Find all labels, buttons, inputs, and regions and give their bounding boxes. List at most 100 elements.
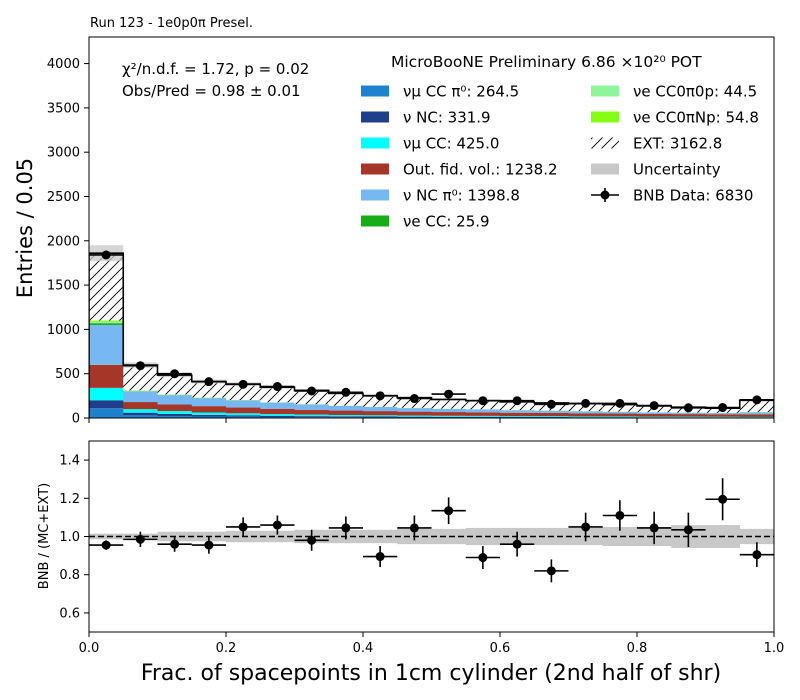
bar (328, 416, 364, 418)
ratio-band-bin (260, 530, 295, 543)
bar (294, 409, 330, 415)
bar (465, 416, 501, 418)
bar (671, 414, 706, 417)
bar (226, 416, 261, 418)
bar (157, 416, 193, 418)
x-tick-label: 0.2 (216, 641, 237, 656)
bar (534, 417, 569, 418)
legend-data-marker (600, 190, 610, 200)
bar (191, 416, 227, 418)
bar (500, 412, 535, 417)
bar (568, 417, 604, 418)
bar (294, 416, 330, 418)
bar (363, 411, 398, 416)
bar (89, 387, 124, 401)
bar (89, 323, 124, 325)
data-point (683, 403, 693, 413)
legend-swatch (361, 189, 389, 201)
bar (397, 411, 432, 416)
legend-swatch (361, 163, 389, 175)
bar (739, 416, 774, 418)
ratio-point (683, 525, 693, 535)
legend-label: νe CC0πNp: 54.8 (633, 109, 759, 127)
bar (568, 411, 604, 414)
ratio-band-bin (431, 528, 467, 545)
y-tick-label: 4000 (47, 57, 80, 72)
bar (260, 402, 295, 409)
main-y-axis: 0 500 1000 1500 2000 2500 3000 3500 4000 (47, 57, 89, 427)
bar (671, 412, 706, 415)
legend-swatch (591, 111, 619, 123)
y-tick-label: 500 (55, 367, 80, 382)
data-point (375, 391, 385, 401)
ratio-point (204, 540, 214, 550)
bar (500, 417, 535, 418)
bar (568, 416, 604, 418)
x-tick-label: 0.8 (627, 641, 648, 656)
chi2-text: χ²/n.d.f. = 1.72, p = 0.02 (122, 60, 309, 78)
bar (89, 321, 124, 324)
bar-hatch (602, 404, 637, 412)
bar (191, 398, 227, 407)
ratio-point (478, 553, 488, 563)
bar-hatch (157, 375, 192, 395)
stacked-histogram (89, 245, 774, 418)
ratio-point (341, 523, 351, 533)
y-tick-label: 0 (72, 412, 80, 427)
series-5 (89, 323, 774, 413)
legend-title: MicroBooNE Preliminary 6.86 ×10²⁰ POT (391, 53, 702, 71)
bar (89, 324, 124, 365)
bar (637, 416, 672, 418)
bar (123, 402, 158, 410)
legend-entry: ν NC: 331.9 (361, 109, 491, 127)
ratio-y-axis-label: BNB / (MC+EXT) (37, 483, 52, 589)
bar-hatch (294, 390, 329, 405)
ratio-point (272, 520, 282, 530)
ratio-point (375, 552, 385, 562)
bar (226, 407, 261, 414)
bar (363, 407, 398, 412)
bar (157, 395, 193, 405)
legend: νμ CC π⁰: 264.5 ν NC: 331.9 νμ CC: 425.0 Ou… (361, 83, 759, 231)
bar (260, 408, 295, 415)
data-point (615, 398, 625, 408)
data-point (170, 369, 180, 379)
series-8 (89, 253, 774, 413)
bar (226, 415, 261, 417)
bar (534, 410, 569, 413)
data-point (752, 395, 762, 405)
ratio-y-tick-label: 1.2 (59, 492, 80, 507)
bar (397, 415, 432, 417)
series-7 (89, 320, 774, 414)
series-6 (89, 321, 774, 413)
data-point (546, 399, 556, 409)
ratio-point (409, 523, 419, 533)
ratio-point (512, 539, 522, 549)
series-2 (89, 387, 774, 418)
bar (328, 414, 364, 417)
data-point (307, 386, 317, 396)
data-point (718, 403, 728, 413)
ratio-y-tick-label: 1.0 (59, 530, 80, 545)
bar-hatch (226, 384, 261, 401)
bar-hatch (363, 395, 398, 407)
data-point (649, 401, 659, 411)
legend-label: ν NC π⁰: 1398.8 (403, 187, 520, 205)
legend-label: BNB Data: 6830 (633, 187, 753, 205)
legend-swatch (591, 137, 619, 149)
bar (123, 415, 158, 418)
bar-hatch (191, 381, 226, 398)
legend-entry: νe CC0π0p: 44.5 (591, 83, 757, 101)
bar (705, 413, 741, 415)
bar (534, 412, 569, 417)
run-label: Run 123 - 1e0p0π Presel. (90, 16, 253, 31)
bar (294, 414, 330, 417)
legend-label: ν NC: 331.9 (403, 109, 491, 127)
bar (739, 414, 774, 417)
x-tick-label: 0.0 (79, 641, 100, 656)
bar-hatch (739, 400, 774, 413)
ratio-point (238, 522, 248, 532)
bar (123, 409, 158, 413)
ratio-point (307, 535, 317, 545)
bar (123, 391, 158, 403)
